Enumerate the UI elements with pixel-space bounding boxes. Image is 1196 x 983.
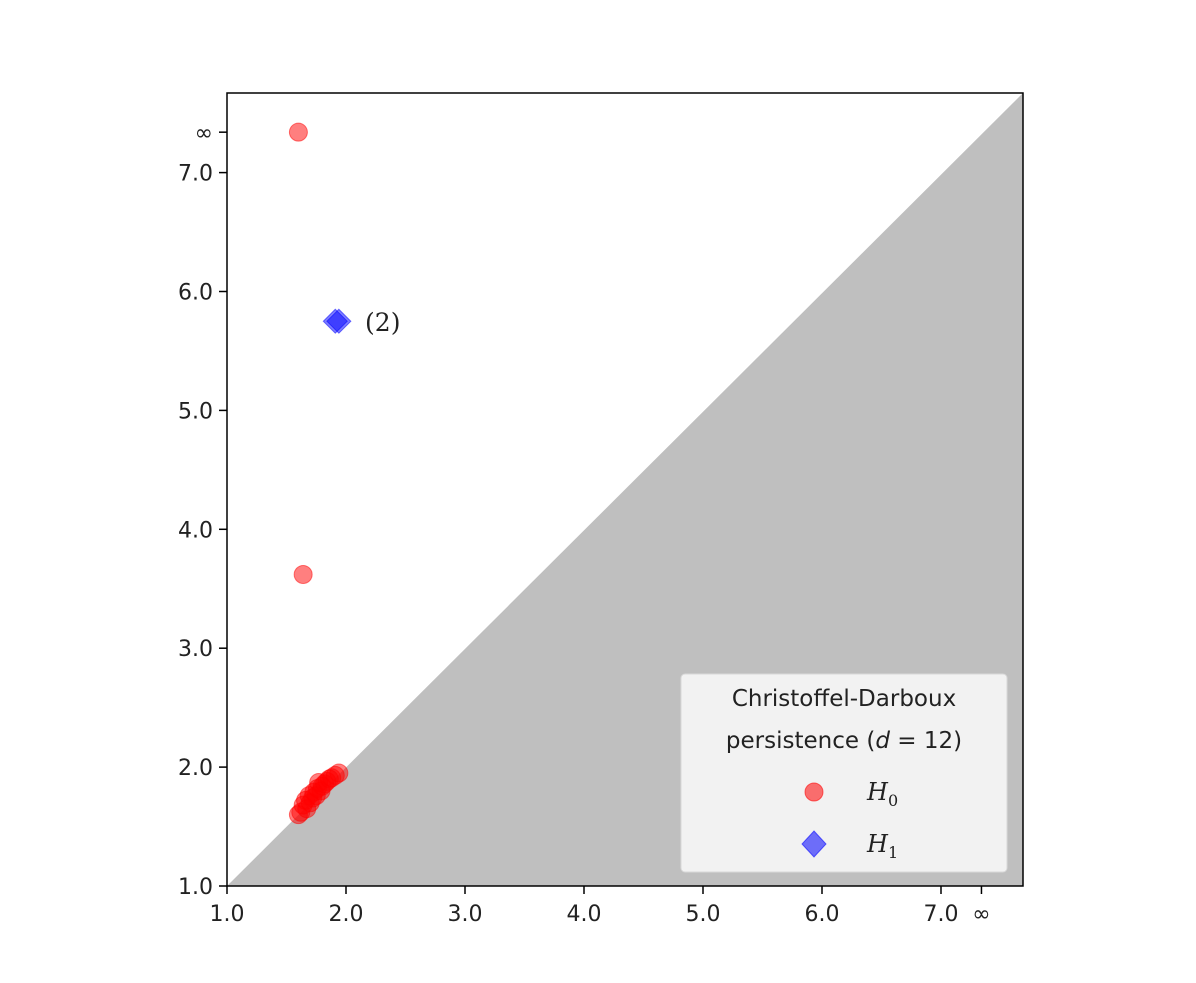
h0-point <box>329 763 349 783</box>
x-tick-label: 1.0 <box>210 902 245 927</box>
legend-title-line1: Christoffel-Darboux <box>732 686 956 712</box>
x-tick-label: 6.0 <box>805 902 840 927</box>
h1-point <box>326 308 352 334</box>
legend-label-h0-name: H <box>866 778 889 806</box>
x-tick-label: 7.0 <box>924 902 959 927</box>
y-tick-label: 7.0 <box>178 162 213 187</box>
y-tick-label: 3.0 <box>178 637 213 662</box>
legend-marker-h1 <box>801 830 827 858</box>
y-infinity-tick-label: ∞ <box>195 121 213 146</box>
h0-point <box>288 122 308 142</box>
legend-title-variable: d <box>875 728 890 754</box>
scatter-points <box>288 122 352 825</box>
h0-point <box>293 564 313 584</box>
legend-label-h0-sub: 0 <box>888 791 898 810</box>
legend-marker-h0 <box>804 782 824 802</box>
y-tick-label: 5.0 <box>178 399 213 424</box>
multiplicity-annotation: (2) <box>365 308 400 337</box>
legend-title-line2: persistence (d = 12) <box>726 728 962 754</box>
x-tick-label: 3.0 <box>448 902 483 927</box>
y-tick-label: 6.0 <box>178 281 213 306</box>
axis-ticks: 1.0 2.0 3.0 4.0 5.0 6.0 7.0 1.0 2.0 3.0 4.0 5.0 6.0 7… <box>178 121 991 927</box>
legend-box <box>680 673 1008 873</box>
x-tick-label: 5.0 <box>686 902 721 927</box>
x-infinity-tick-label: ∞ <box>972 902 990 927</box>
legend-title-prefix: persistence ( <box>726 728 875 754</box>
x-tick-label: 4.0 <box>567 902 602 927</box>
legend: Christoffel-Darboux persistence (d = 12)… <box>680 673 1008 873</box>
y-tick-label: 2.0 <box>178 756 213 781</box>
y-tick-label: 1.0 <box>178 875 213 900</box>
legend-label-h1: H1 <box>866 830 898 862</box>
legend-label-h1-sub: 1 <box>888 843 898 862</box>
legend-title-suffix: = 12) <box>890 728 962 754</box>
x-tick-label: 2.0 <box>329 902 364 927</box>
plot-frame <box>226 92 1024 887</box>
legend-label-h0: H0 <box>866 778 898 810</box>
legend-label-h1-name: H <box>866 830 889 858</box>
annotations: (2) <box>365 308 400 337</box>
y-tick-label: 4.0 <box>178 518 213 543</box>
